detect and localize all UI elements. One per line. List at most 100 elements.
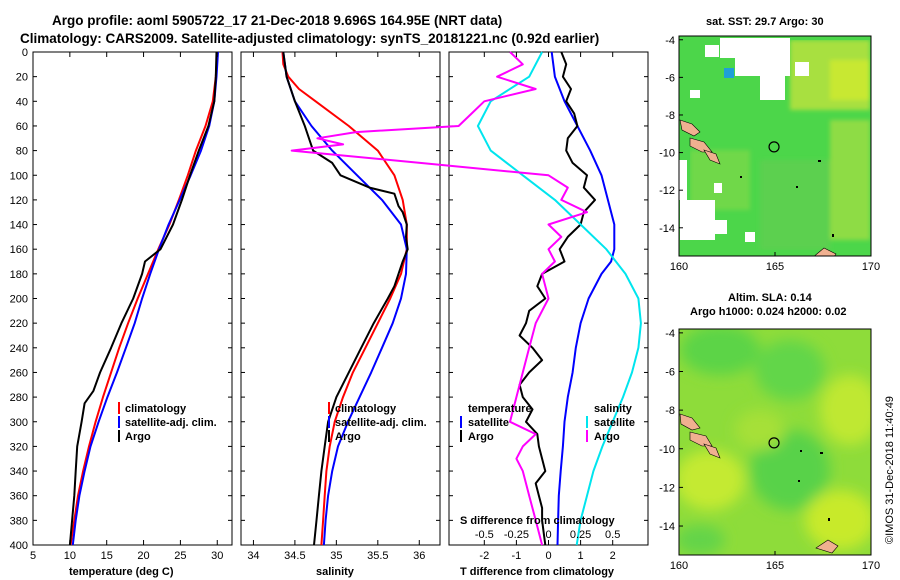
salinity-axes: [240, 51, 441, 546]
depth-tick: 260: [10, 367, 28, 379]
x-tick-label: 1: [578, 550, 584, 562]
temperature-panel: 5 10 15 20 25 30 temperature (deg C) climatol…: [30, 51, 233, 578]
depth-tick: 360: [10, 491, 28, 503]
series-satellite-adj-clim-: [282, 51, 408, 546]
lat-tick-label: -4: [665, 328, 675, 340]
t-difference-xlabel: T difference from climatology: [460, 566, 615, 578]
legend-salinity-title: salinity: [594, 403, 633, 415]
x-tick-label: 20: [137, 550, 149, 562]
lon-tick-label: 165: [766, 560, 784, 572]
depth-tick: 60: [16, 121, 28, 133]
legend-temperature-title: temperature: [468, 403, 532, 415]
x-tick-label: 34: [247, 550, 259, 562]
s-tick-label: 0.25: [570, 529, 591, 541]
depth-tick: 300: [10, 417, 28, 429]
sst-small-islands: [740, 160, 834, 237]
legend-temp-argo: Argo: [468, 431, 494, 443]
x-tick-label: 30: [211, 550, 223, 562]
lat-tick-label: -12: [659, 185, 675, 197]
figure-title-line1: Argo profile: aoml 5905722_17 21-Dec-201…: [52, 13, 502, 28]
temperature-xlabel: temperature (deg C): [69, 566, 174, 578]
depth-tick: 320: [10, 441, 28, 453]
legend-satellite: satellite-adj. clim.: [125, 417, 217, 429]
temperature-legend: climatology satellite-adj. clim. Argo: [118, 402, 217, 443]
lat-tick-label: -8: [665, 405, 675, 417]
x-tick-label: 15: [101, 550, 113, 562]
x-tick-label: 34.5: [284, 550, 305, 562]
argo-location-marker: [768, 141, 780, 153]
sla-land: [679, 413, 839, 554]
s-tick-label: 0: [545, 529, 551, 541]
lat-tick-label: -14: [659, 521, 675, 533]
series-temperature-satellite: [550, 51, 616, 546]
argo-marker-circle: [768, 141, 780, 153]
lat-tick-label: -6: [665, 72, 675, 84]
x-tick-label: 10: [64, 550, 76, 562]
depth-tick: 380: [10, 515, 28, 527]
x-tick-label: 35.5: [367, 550, 388, 562]
sla-map-title: Altim. SLA: 0.14: [728, 292, 813, 304]
series-salinity-argo: [290, 51, 588, 546]
s-tick-label: 0.5: [605, 529, 620, 541]
series-temperature-argo: [518, 51, 596, 546]
sla-map: Altim. SLA: 0.14 Argo h1000: 0.024 h2000…: [659, 292, 880, 572]
depth-tick: 100: [10, 170, 28, 182]
sst-cloud-mask: [679, 38, 809, 242]
temperature-axes: [32, 51, 233, 546]
depth-tick: 120: [10, 195, 28, 207]
s-tick-label: -0.5: [475, 529, 494, 541]
depth-tick: 280: [10, 392, 28, 404]
argo-location-marker: [768, 437, 780, 449]
depth-tick: 180: [10, 269, 28, 281]
series-satellite-adj-clim-: [71, 51, 219, 546]
lat-tick-label: -14: [659, 223, 675, 235]
lat-tick-label: -10: [659, 148, 675, 160]
difference-legend-temperature: temperature satellite Argo: [460, 403, 532, 443]
sst-map: sat. SST: 29.7 Argo: 30: [659, 16, 880, 273]
lon-tick-label: 170: [862, 261, 880, 273]
depth-tick: 240: [10, 343, 28, 355]
series-climatology: [281, 51, 408, 546]
depth-tick: 220: [10, 318, 28, 330]
salinity-legend: climatology satellite-adj. clim. Argo: [328, 402, 427, 443]
sst-map-title: sat. SST: 29.7 Argo: 30: [706, 16, 824, 28]
x-tick-label: 5: [30, 550, 36, 562]
lon-tick-label: 160: [670, 261, 688, 273]
lon-tick-label: 165: [766, 261, 784, 273]
depth-tick: 160: [10, 244, 28, 256]
legend-climatology: climatology: [335, 403, 397, 415]
s-difference-label: S difference from climatology: [460, 515, 616, 527]
imos-timestamp: ©IMOS 31-Dec-2018 11:40:49: [884, 396, 896, 544]
lat-tick-label: -10: [659, 444, 675, 456]
depth-tick: 140: [10, 220, 28, 232]
series-climatology: [69, 51, 219, 546]
figure-title-line2: Climatology: CARS2009. Satellite-adjuste…: [20, 31, 599, 46]
depth-tick-labels: 0 20 40 60 80 100 120 140 160 180 200 220 240 260 280 3…: [10, 47, 648, 552]
depth-tick: 40: [16, 96, 28, 108]
lat-tick-label: -8: [665, 110, 675, 122]
lat-tick-label: -4: [665, 35, 675, 47]
depth-tick: 340: [10, 466, 28, 478]
legend-climatology: climatology: [125, 403, 187, 415]
depth-tick: 200: [10, 294, 28, 306]
legend-argo: Argo: [125, 431, 151, 443]
argo-marker-circle: [768, 437, 780, 449]
legend-sal-satellite: satellite: [594, 417, 635, 429]
depth-tick: 80: [16, 146, 28, 158]
series-salinity-satellite: [476, 51, 642, 546]
legend-temp-satellite: satellite: [468, 417, 509, 429]
depth-tick: 20: [16, 72, 28, 84]
lat-tick-label: -6: [665, 366, 675, 378]
x-tick-label: 25: [174, 550, 186, 562]
x-tick-label: 36: [413, 550, 425, 562]
sst-land: [679, 119, 837, 256]
depth-tick: 400: [10, 540, 28, 552]
x-tick-label: 0: [545, 550, 551, 562]
salinity-xlabel: salinity: [316, 566, 355, 578]
depth-tick: 0: [22, 47, 28, 59]
x-tick-label: 2: [610, 550, 616, 562]
difference-legend-salinity: salinity satellite Argo: [586, 403, 635, 443]
lon-tick-label: 160: [670, 560, 688, 572]
sla-small-islands: [798, 450, 830, 521]
series-argo: [282, 51, 409, 546]
